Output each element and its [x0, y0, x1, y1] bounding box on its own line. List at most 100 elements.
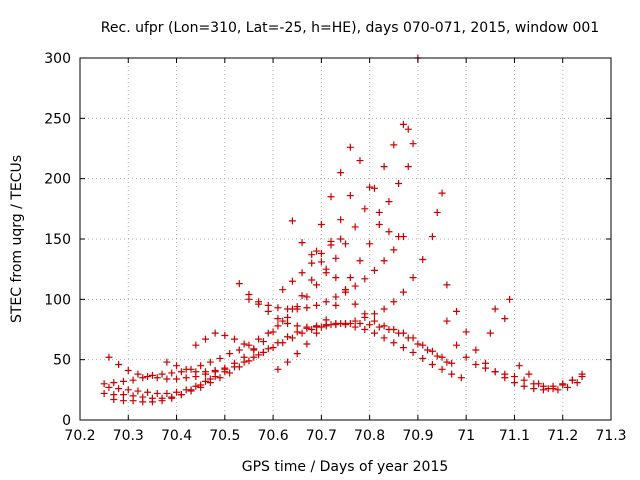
data-point [428, 233, 436, 241]
data-point [303, 340, 311, 348]
data-point [134, 387, 142, 395]
data-point [361, 313, 369, 321]
data-point [250, 345, 258, 353]
data-point [293, 350, 301, 358]
data-point [380, 257, 388, 265]
data-point [530, 385, 538, 393]
x-tick-label: 70.3 [113, 428, 144, 444]
data-point [124, 386, 132, 394]
data-point [356, 257, 364, 265]
data-point [380, 305, 388, 313]
data-point [370, 310, 378, 318]
data-point [308, 326, 316, 333]
data-point [366, 321, 374, 329]
data-point [313, 322, 321, 330]
data-point [506, 295, 514, 303]
data-point [288, 217, 296, 225]
data-point [211, 329, 219, 337]
data-point [366, 183, 374, 191]
data-point [399, 233, 407, 241]
data-point [177, 391, 185, 399]
data-point [438, 189, 446, 197]
data-point [337, 216, 345, 224]
data-point [409, 348, 417, 356]
data-point [284, 333, 292, 341]
data-point [448, 359, 456, 367]
y-tick-label: 250 [44, 111, 71, 127]
data-point [144, 388, 152, 396]
data-point [163, 375, 171, 383]
y-axis-label: STEC from uqrg / TECUs [9, 155, 25, 323]
data-point [119, 397, 127, 405]
data-point [559, 381, 567, 389]
data-point [240, 340, 248, 348]
data-point [573, 379, 581, 387]
data-point [433, 352, 441, 360]
data-point [390, 298, 398, 306]
data-point [153, 374, 161, 382]
data-point [356, 157, 364, 165]
data-point [245, 341, 253, 349]
data-points [100, 54, 586, 406]
data-point [148, 398, 156, 406]
data-point [269, 344, 277, 352]
x-tick-label: 70.6 [258, 428, 289, 444]
data-point [462, 328, 470, 336]
data-point [443, 317, 451, 325]
data-point [327, 321, 335, 329]
data-point [462, 353, 470, 361]
data-point [139, 374, 147, 382]
data-point [274, 315, 282, 323]
data-point [158, 370, 166, 378]
data-point [293, 322, 301, 330]
data-point [163, 358, 171, 366]
data-point [197, 362, 205, 370]
data-point [380, 322, 388, 330]
data-point [472, 346, 480, 354]
data-point [327, 241, 335, 249]
data-point [230, 363, 238, 371]
data-point [501, 315, 509, 323]
data-point [448, 370, 456, 378]
data-point [284, 319, 292, 327]
data-point [544, 385, 552, 393]
data-point [491, 305, 499, 313]
data-point [245, 291, 253, 299]
data-point [342, 321, 349, 329]
y-tick-label: 200 [44, 172, 71, 188]
data-point [115, 385, 123, 393]
data-point [346, 274, 354, 282]
data-point [342, 240, 349, 248]
data-point [414, 340, 422, 348]
data-point [404, 125, 412, 133]
data-point [317, 258, 325, 266]
data-point [346, 192, 354, 200]
data-point [370, 317, 378, 325]
data-point [308, 276, 316, 284]
data-point [192, 382, 200, 390]
data-point [115, 360, 123, 368]
data-point [235, 280, 243, 288]
data-point [419, 354, 427, 362]
data-point [356, 319, 364, 327]
data-point [105, 353, 113, 361]
data-point [322, 298, 330, 306]
data-point [361, 275, 369, 283]
data-point [443, 358, 451, 366]
data-point [443, 281, 451, 289]
data-point [308, 259, 316, 267]
data-point [158, 397, 166, 405]
data-point [255, 298, 263, 306]
x-tick-label: 70.9 [402, 428, 433, 444]
data-point [342, 288, 349, 296]
data-point [525, 370, 533, 378]
data-point [438, 365, 446, 373]
data-point [264, 329, 272, 337]
data-point [510, 379, 518, 387]
data-point [419, 341, 427, 349]
data-point [399, 120, 407, 128]
data-point [399, 288, 407, 296]
data-point [308, 251, 316, 259]
data-point [578, 373, 586, 381]
